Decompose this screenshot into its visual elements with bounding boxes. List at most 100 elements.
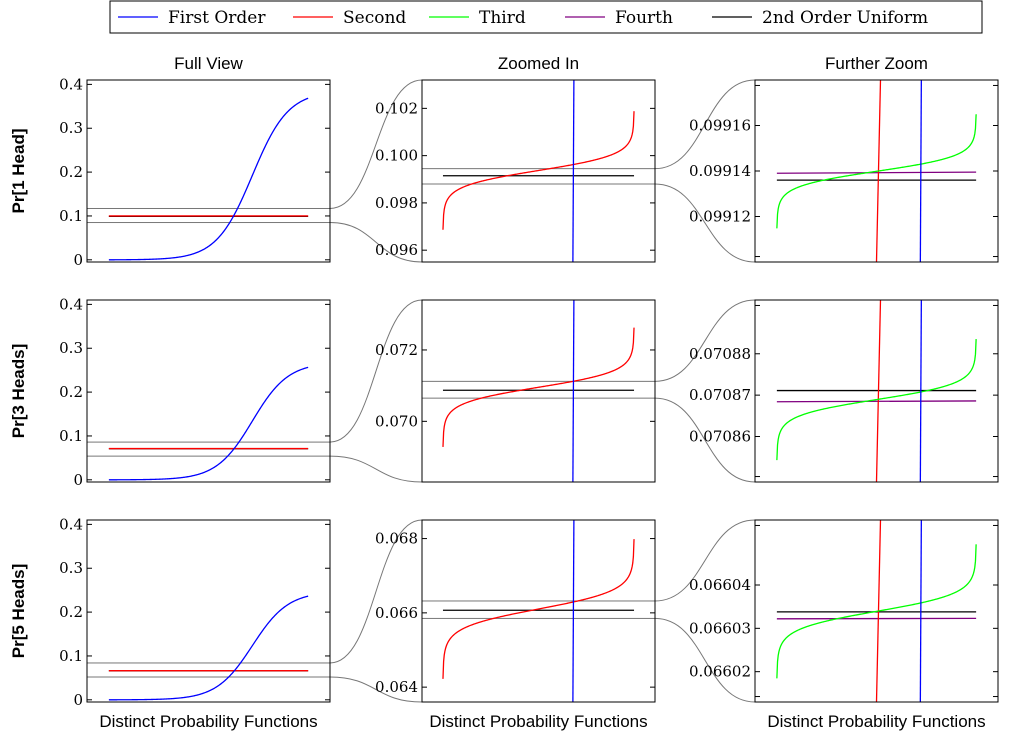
zoom-connector-bottom [329, 455, 423, 483]
series-first-order [108, 97, 309, 261]
panel-r2-c2: 0.070 0.072 [375, 299, 656, 483]
series-first-order [572, 80, 575, 262]
plot-area [422, 300, 655, 482]
series-third [776, 114, 977, 229]
zoom-connector-top [329, 79, 423, 209]
panel-r1-c2: 0.096 0.098 0.100 0.102 [375, 79, 656, 263]
y-tick-label: 0.1 [59, 207, 83, 225]
legend-label-1: First Order [168, 8, 266, 28]
panel-r2-c1: 0 0.1 0.2 0.3 0.4 [59, 295, 331, 489]
zoom-connector-bottom [329, 676, 423, 703]
series-first-order [572, 300, 575, 482]
y-tick-label: 0.1 [59, 647, 83, 665]
panel-frame [86, 79, 331, 263]
y-tick-label: 0 [73, 471, 83, 489]
panel-r2-c3: 0.07086 0.07087 0.07088 [689, 299, 999, 483]
series-first-order [108, 595, 309, 701]
plot-area [422, 80, 655, 262]
legend-label-4: Fourth [615, 8, 673, 28]
y-tick-label: 0.3 [59, 559, 83, 577]
series-second [442, 327, 635, 447]
series-second [442, 539, 635, 679]
zoom-connector-bottom [654, 397, 756, 483]
panel-frame [421, 519, 656, 703]
x-axis-label-2: Distinct Probability Functions [429, 712, 647, 731]
y-tick-label: 0.3 [59, 339, 83, 357]
series-third [776, 339, 977, 461]
row-label-1: Pr[1 Head] [9, 128, 28, 213]
y-tick-label: 0.064 [375, 678, 418, 696]
panel-frame [86, 299, 331, 483]
y-tick-label: 0.09914 [689, 162, 751, 180]
panel-frame [754, 299, 999, 483]
zoom-connector-bottom [654, 617, 756, 703]
series-second [442, 111, 635, 230]
x-axis-labels: Distinct Probability Functions Distinct P… [99, 712, 985, 731]
series-second [875, 300, 882, 482]
series-first-order [108, 366, 309, 481]
zoom-band [422, 380, 655, 399]
zoom-connector-top [654, 299, 756, 382]
y-tick-label: 0.07088 [689, 345, 751, 363]
row-label-3: Pr[5 Heads] [9, 564, 28, 658]
y-tick-label: 0.4 [59, 515, 83, 533]
column-title-2: Zoomed In [498, 54, 579, 73]
zoom-connector-top [654, 79, 756, 170]
y-tick-label: 0.09912 [689, 208, 751, 226]
y-tick-label: 0.068 [375, 530, 418, 548]
zoom-band [422, 600, 655, 619]
row-label-2: Pr[3 Heads] [9, 344, 28, 438]
row-labels: Pr[1 Head] Pr[3 Heads] Pr[5 Heads] [9, 128, 28, 658]
y-tick-label: 0.102 [375, 99, 418, 117]
y-tick-label: 0 [73, 251, 83, 269]
zoom-band [87, 441, 330, 457]
y-tick-label: 0.072 [375, 341, 418, 359]
y-tick-label: 0 [73, 691, 83, 709]
y-tick-label: 0.096 [375, 241, 418, 259]
zoom-connector-bottom [654, 183, 756, 263]
panel-r3-c1: 0 0.1 0.2 0.3 0.4 [59, 515, 331, 709]
y-tick-label: 0.07086 [689, 428, 751, 446]
y-tick-label: 0.07087 [689, 386, 751, 404]
series-fourth [776, 171, 977, 174]
panel-frame [86, 519, 331, 703]
panel-frame [754, 519, 999, 703]
zoom-band [87, 207, 330, 224]
zoom-connector-bottom [329, 222, 423, 263]
y-tick-label: 0.09916 [689, 117, 751, 135]
zoom-band [87, 662, 330, 678]
plot-area [422, 520, 655, 702]
y-tick-label: 0.2 [59, 163, 83, 181]
plot-area [87, 97, 330, 261]
y-tick-label: 0.066 [375, 604, 418, 622]
series-third [776, 544, 977, 679]
y-tick-label: 0.070 [375, 412, 418, 430]
plot-area [87, 366, 330, 481]
y-tick-label: 0.4 [59, 75, 83, 93]
zoom-connector-top [329, 299, 423, 443]
y-tick-label: 0.2 [59, 603, 83, 621]
plot-area [87, 595, 330, 701]
column-titles: Full View Zoomed In Further Zoom [174, 54, 928, 73]
plot-area [776, 520, 977, 702]
y-tick-label: 0.06603 [689, 619, 751, 637]
panel-r3-c2: 0.064 0.066 0.068 [375, 519, 656, 703]
series-fourth [776, 400, 977, 403]
panel-r1-c1: 0 0.1 0.2 0.3 0.4 [59, 75, 331, 269]
series-first-order [572, 520, 575, 702]
zoom-connector-top [654, 519, 756, 602]
panel-r1-c3: 0.09912 0.09914 0.09916 [689, 79, 999, 263]
y-tick-label: 0.3 [59, 119, 83, 137]
series-first-order [919, 520, 922, 702]
y-tick-label: 0.06604 [689, 576, 751, 594]
series-first-order [919, 80, 922, 262]
zoom-band [422, 168, 655, 185]
legend-box [109, 0, 983, 34]
y-tick-label: 0.1 [59, 427, 83, 445]
y-tick-label: 0.100 [375, 147, 418, 165]
legend-label-5: 2nd Order Uniform [762, 8, 928, 28]
y-tick-label: 0.2 [59, 383, 83, 401]
y-tick-label: 0.098 [375, 194, 418, 212]
legend-label-3: Third [479, 8, 526, 28]
